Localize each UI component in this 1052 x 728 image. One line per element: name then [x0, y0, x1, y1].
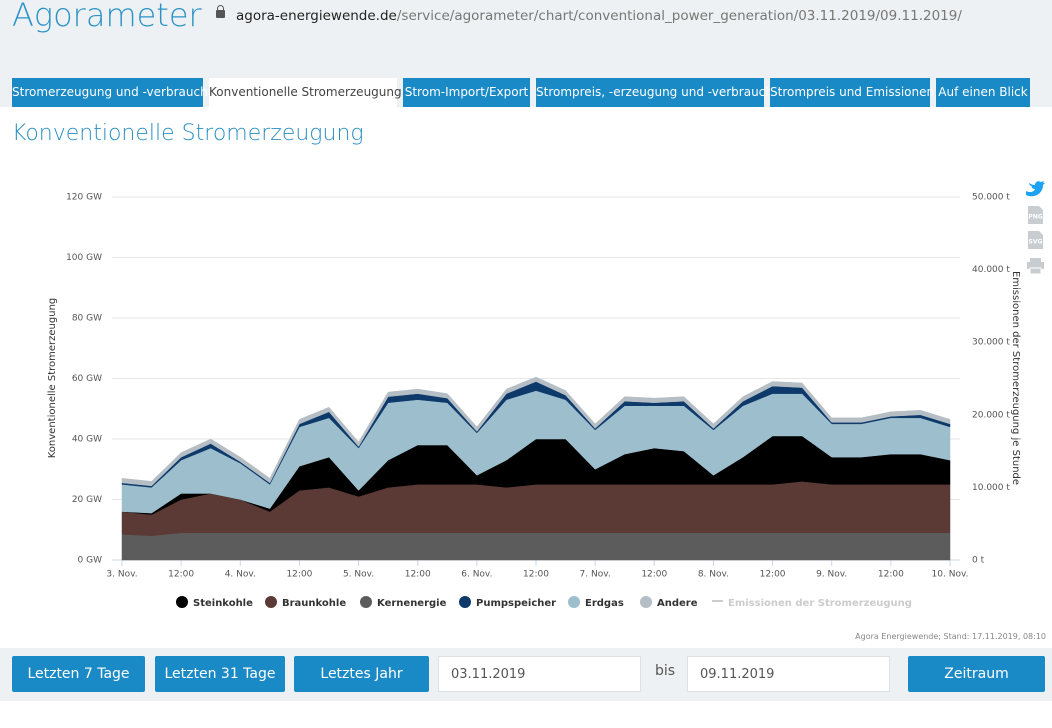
legend-label: Andere — [657, 598, 698, 609]
x-tick-label: 12:00 — [878, 570, 904, 580]
page-heading: Konventionelle Stromerzeugung — [12, 121, 364, 146]
url: agora-energiewende.de/service/agorameter… — [236, 8, 962, 24]
tab-active[interactable]: Konventionelle Stromerzeugung — [209, 78, 402, 107]
url-domain: agora-energiewende.de — [236, 8, 397, 24]
area-series — [121, 532, 951, 561]
legend-label-hidden: Emissionen der Stromerzeugung — [728, 598, 912, 609]
tab[interactable]: Strompreis und Emissionen — [770, 78, 934, 107]
date-from-input[interactable]: 03.11.2019 — [438, 656, 641, 692]
y-tick-label: 0 GW — [78, 556, 103, 566]
x-tick-label: 12:00 — [168, 570, 194, 580]
y-axis-title: Konventionelle Stromerzeugung — [47, 298, 58, 459]
legend-label: Erdgas — [585, 598, 624, 609]
tab[interactable]: Strom-Import/Export — [403, 78, 530, 107]
legend-label: Braunkohle — [282, 598, 346, 609]
y2-tick-label: 30.000 t — [972, 338, 1010, 348]
x-tick-label: 10. Nov. — [932, 570, 969, 580]
x-tick-label: 3. Nov. — [106, 570, 137, 580]
x-tick-label: 12:00 — [641, 570, 667, 580]
area-series — [121, 376, 951, 487]
y-tick-label: 20 GW — [72, 495, 102, 505]
png-label: PNG — [1028, 214, 1042, 221]
legend-marker — [568, 596, 580, 608]
y2-tick-label: 10.000 t — [972, 483, 1010, 493]
y2-axis-title: Emissionen der Stromerzeugung je Stunde — [1010, 271, 1021, 485]
separator: bis — [655, 663, 676, 679]
y-tick-label: 120 GW — [66, 193, 102, 203]
x-tick-label: 8. Nov. — [698, 570, 729, 580]
x-tick-label: 7. Nov. — [580, 570, 611, 580]
submit-button[interactable]: Zeitraum darstellen — [908, 656, 1045, 718]
y2-tick-label: 40.000 t — [972, 265, 1010, 275]
tab[interactable]: Auf einen Blick — [936, 78, 1030, 107]
export-icons: PNG SVG — [1026, 181, 1045, 275]
legend-label: Kernenergie — [377, 598, 447, 609]
y2-tick-label: 0 t — [972, 556, 985, 566]
y-tick-label: 80 GW — [72, 314, 102, 324]
y-tick-label: 40 GW — [72, 435, 102, 445]
url-path: /service/agorameter/chart/conventional_p… — [396, 8, 962, 24]
twitter-icon[interactable] — [1026, 181, 1045, 197]
legend-label: Pumpspeicher — [476, 598, 556, 609]
date-to-input[interactable]: 09.11.2019 — [687, 656, 890, 692]
y-tick-label: 100 GW — [66, 253, 102, 263]
legend-marker — [360, 596, 372, 608]
legend-marker — [459, 596, 471, 608]
tab[interactable]: Strompreis, -erzeugung und -verbrauch — [536, 78, 773, 107]
page: Agorameter agora-energiewende.de/service… — [0, 0, 1052, 701]
x-tick-label: 5. Nov. — [343, 570, 374, 580]
legend-marker — [176, 596, 188, 608]
svg-icon[interactable] — [1028, 231, 1043, 249]
chart: Konventionelle Stromerzeugung Emissionen… — [47, 193, 1021, 610]
svg-label: SVG — [1029, 239, 1043, 246]
range-button[interactable]: Letzten 7 Tage — [12, 656, 145, 692]
source-note: Agora Energiewende; Stand: 17.11.2019, 0… — [855, 632, 1046, 641]
x-tick-label: 4. Nov. — [225, 570, 256, 580]
legend-label: Steinkohle — [193, 598, 253, 609]
tab[interactable]: Stromerzeugung und -verbrauch — [12, 78, 208, 107]
y-tick-label: 60 GW — [72, 374, 102, 384]
range-button[interactable]: Letzten 31 Tage — [155, 656, 285, 692]
legend-marker — [265, 596, 277, 608]
x-tick-label: 12:00 — [286, 570, 312, 580]
png-icon[interactable] — [1028, 206, 1043, 224]
x-tick-label: 12:00 — [405, 570, 431, 580]
x-tick-label: 9. Nov. — [816, 570, 847, 580]
range-button[interactable]: Letztes Jahr — [294, 656, 429, 692]
print-icon[interactable] — [1027, 258, 1044, 275]
x-tick-label: 12:00 — [760, 570, 786, 580]
y2-tick-label: 50.000 t — [972, 193, 1010, 203]
x-tick-label: 12:00 — [523, 570, 549, 580]
x-tick-label: 6. Nov. — [461, 570, 492, 580]
lock-icon — [216, 5, 225, 18]
site-title: Agorameter — [12, 0, 202, 34]
legend-marker — [640, 596, 652, 608]
y2-tick-label: 20.000 t — [972, 410, 1010, 420]
